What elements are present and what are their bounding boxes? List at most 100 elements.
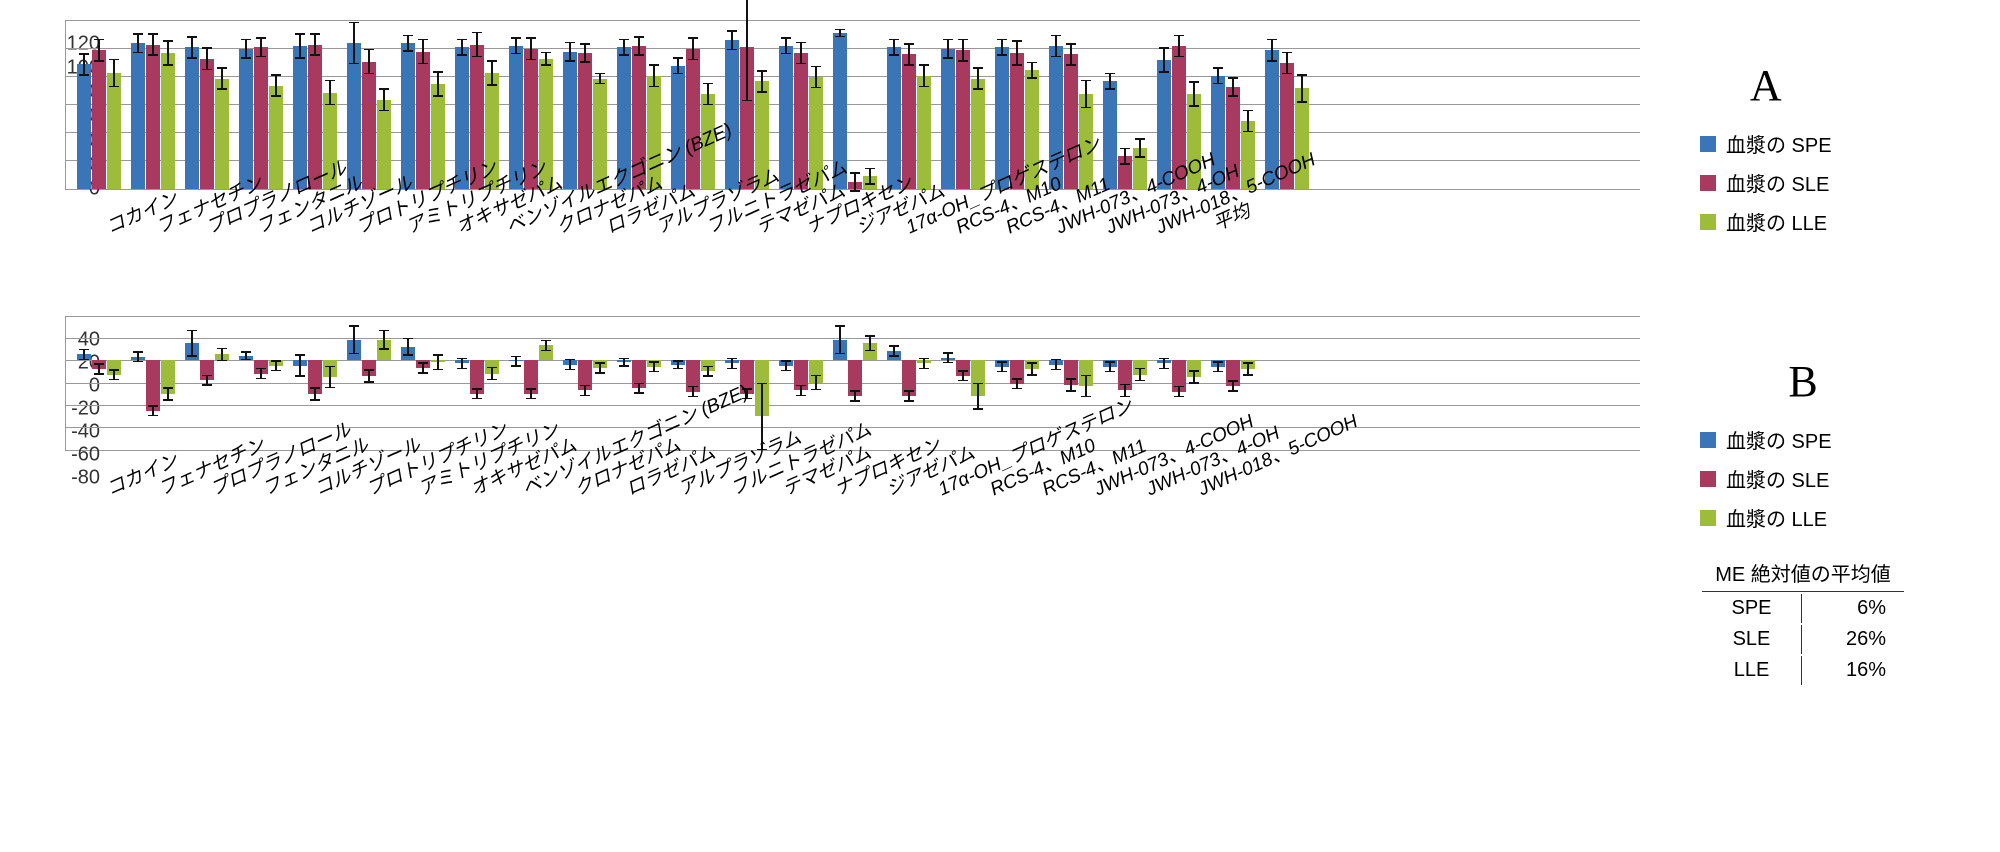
chart-a-legend: A 血漿の SPE 血漿の SLE 血漿の LLE <box>1700 20 1832 246</box>
bar <box>578 53 592 189</box>
bar <box>848 182 862 189</box>
bar <box>794 360 808 390</box>
bar <box>833 340 847 360</box>
error-bar <box>293 354 307 377</box>
bar <box>1010 360 1024 384</box>
bar <box>632 360 646 388</box>
bar <box>863 343 877 360</box>
bar <box>887 351 901 360</box>
legend-item: 血漿の SLE <box>1700 168 1832 197</box>
bar <box>995 47 1009 189</box>
bar <box>347 340 361 360</box>
bar <box>293 46 307 189</box>
me-row-value: 6% <box>1804 594 1904 623</box>
legend-swatch <box>1700 214 1716 230</box>
bar <box>701 360 715 371</box>
bar <box>1103 360 1117 367</box>
bar-group <box>779 317 823 450</box>
bar <box>1025 360 1039 369</box>
chart-b-x-labels: コカインフェナセチンプロプラノロールフェンタニルコルチゾールプロトリプチリンアミ… <box>65 451 1640 478</box>
bar <box>323 360 337 377</box>
legend-item: 血漿の SPE <box>1700 129 1832 158</box>
bar-group <box>401 21 445 189</box>
bar <box>254 360 268 374</box>
bar <box>1226 360 1240 386</box>
legend-swatch <box>1700 175 1716 191</box>
me-table-row: LLE16% <box>1702 656 1904 685</box>
bar <box>686 49 700 189</box>
legend-label: 血漿の LLE <box>1726 207 1827 236</box>
bar-group <box>131 21 175 189</box>
bar <box>239 49 253 189</box>
bar <box>185 47 199 189</box>
bar-group <box>347 21 391 189</box>
me-table-row: SLE26% <box>1702 625 1904 654</box>
bar <box>755 360 769 416</box>
bar <box>107 360 121 375</box>
bar <box>848 360 862 396</box>
y-tick: -80 <box>71 467 106 490</box>
bar <box>917 360 931 363</box>
bar <box>1157 360 1171 363</box>
bar <box>725 360 739 363</box>
bar <box>917 76 931 189</box>
legend-label: 血漿の LLE <box>1726 503 1827 532</box>
bar <box>593 79 607 190</box>
legend-item: 血漿の SLE <box>1700 464 1906 493</box>
bar <box>740 47 754 189</box>
me-row-value: 16% <box>1804 656 1904 685</box>
bar <box>161 53 175 189</box>
bar <box>269 86 283 189</box>
bar <box>200 360 214 380</box>
bar <box>1049 360 1063 365</box>
chart-b: 40200-20-40-60-80 コカインフェナセチンプロプラノロールフェンタ… <box>20 316 1640 478</box>
bar <box>215 354 229 360</box>
bar-group <box>725 21 769 189</box>
bar <box>593 360 607 368</box>
legend-swatch <box>1700 432 1716 448</box>
bar <box>92 360 106 369</box>
chart-a: 120100806040200 コカインフェナセチンプロプラノロールフェンタニル… <box>20 20 1640 217</box>
bar <box>107 73 121 189</box>
bar <box>539 345 553 360</box>
bar <box>347 43 361 189</box>
bar <box>485 360 499 374</box>
legend-label: 血漿の SLE <box>1726 168 1829 197</box>
bar <box>131 357 145 360</box>
bar <box>239 356 253 361</box>
bar <box>1187 360 1201 377</box>
bar <box>308 360 322 394</box>
bar-group <box>887 21 931 189</box>
bar <box>887 47 901 189</box>
bar <box>92 50 106 189</box>
bar <box>293 360 307 366</box>
bar <box>671 360 685 365</box>
legend-item: 血漿の SPE <box>1700 425 1906 454</box>
legend-label: 血漿の SLE <box>1726 464 1829 493</box>
chart-b-row: 40200-20-40-60-80 コカインフェナセチンプロプラノロールフェンタ… <box>20 316 1980 687</box>
legend-swatch <box>1700 510 1716 526</box>
bar-group <box>239 21 283 189</box>
bar <box>956 50 970 189</box>
me-table-title: ME 絶対値の平均値 <box>1702 554 1904 592</box>
error-bar <box>431 354 445 370</box>
bar <box>401 43 415 189</box>
bar <box>779 360 793 366</box>
me-row-label: SLE <box>1702 625 1802 654</box>
bar <box>1241 360 1255 369</box>
bar-group <box>131 317 175 450</box>
chart-a-title: A <box>1700 60 1832 111</box>
bar <box>971 79 985 190</box>
bar <box>1103 81 1117 189</box>
bar <box>146 45 160 190</box>
bar-group <box>1103 317 1147 450</box>
bar-group <box>941 21 985 189</box>
bar-group <box>563 317 607 450</box>
bar <box>563 360 577 365</box>
bar <box>809 360 823 383</box>
bar <box>77 64 91 189</box>
bar-group <box>185 317 229 450</box>
bar-group <box>401 317 445 450</box>
bar <box>779 46 793 189</box>
chart-a-row: 120100806040200 コカインフェナセチンプロプラノロールフェンタニル… <box>20 20 1980 246</box>
